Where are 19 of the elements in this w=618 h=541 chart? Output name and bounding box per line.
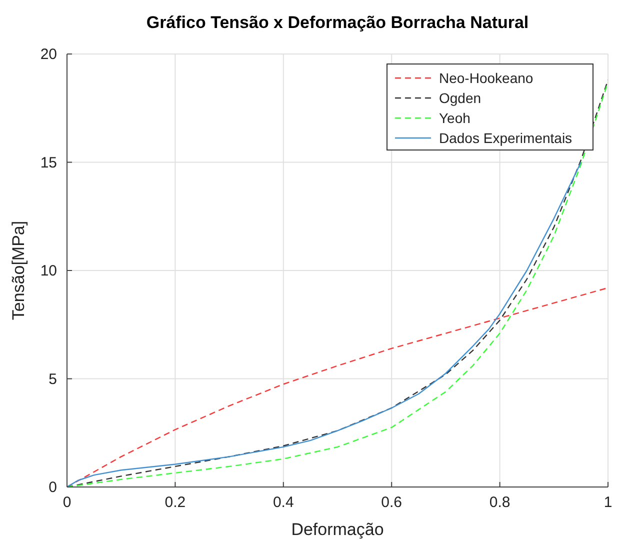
legend-label: Ogden bbox=[439, 90, 482, 106]
y-tick-label: 10 bbox=[40, 262, 57, 280]
x-tick-label: 0.4 bbox=[272, 494, 294, 511]
x-axis-title: Deformação bbox=[291, 520, 384, 539]
y-tick-label: 0 bbox=[48, 479, 57, 496]
y-axis-title: Tensão[MPa] bbox=[9, 220, 28, 320]
legend-label: Neo-Hookeano bbox=[439, 70, 534, 86]
x-tick-label: 0 bbox=[62, 494, 72, 511]
x-tick-label: 0.6 bbox=[381, 494, 402, 511]
x-tick-label: 1 bbox=[604, 494, 612, 511]
legend-label: Yeoh bbox=[439, 110, 470, 126]
x-tick-label: 0.8 bbox=[489, 494, 510, 511]
y-tick-label: 15 bbox=[40, 154, 57, 172]
line-series bbox=[67, 162, 582, 487]
chart-title: Gráfico Tensão x Deformação Borracha Natural bbox=[146, 13, 529, 32]
x-tick-label: 0.2 bbox=[164, 494, 186, 511]
y-tick-label: 5 bbox=[48, 370, 57, 388]
legend-label: Dados Experimentais bbox=[439, 130, 572, 146]
y-tick-label: 20 bbox=[40, 46, 57, 63]
